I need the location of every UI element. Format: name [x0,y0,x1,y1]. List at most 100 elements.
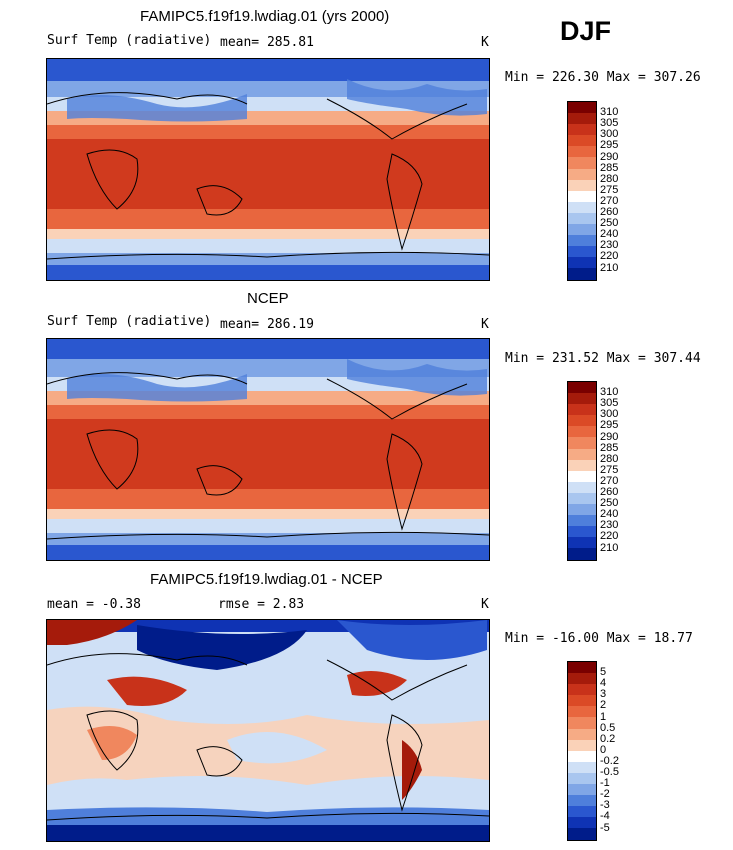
colorbar-segment [568,828,596,840]
colorbar-tick-label: 290 [600,430,619,443]
colorbar-tick-label: 285 [600,161,619,174]
colorbar-segment [568,224,596,236]
colorbar-segment [568,795,596,807]
panel3-minmax: Min = -16.00 Max = 18.77 [505,631,693,646]
panel2-title: NCEP [247,290,289,307]
colorbar-tick-label: 300 [600,128,619,141]
colorbar-segment [568,673,596,685]
colorbar-tick-label: 0.2 [600,732,616,745]
colorbar-segment [568,515,596,527]
colorbar-tick-label: -4 [600,810,610,823]
colorbar-segment [568,179,596,191]
colorbar-tick-label: 230 [600,239,619,252]
colorbar-segment [568,235,596,247]
colorbar-segment [568,404,596,416]
colorbar-segment [568,201,596,213]
colorbar-segment [568,190,596,202]
colorbar-tick-label: 0 [600,743,607,756]
colorbar-tick-label: 290 [600,150,619,163]
colorbar-tick-label: 0.5 [600,721,616,734]
colorbar-tick-label: -0.2 [600,754,619,767]
panel2-units: K [481,317,489,332]
colorbar-tick-label: 300 [600,408,619,421]
colorbar-segment [568,146,596,158]
colorbar-tick-label: 295 [600,419,619,432]
colorbar-tick-label: 210 [600,261,619,274]
panel1-title: FAMIPC5.f19f19.lwdiag.01 (yrs 2000) [140,8,390,25]
panel2-map [46,338,490,561]
colorbar-tick-label: -3 [600,799,610,812]
colorbar-segment [568,548,596,560]
colorbar-segment [568,706,596,718]
colorbar-segment [568,750,596,762]
colorbar-tick-label: 2 [600,699,607,712]
colorbar-tick-label: 280 [600,172,619,185]
colorbar-segment [568,504,596,516]
colorbar-segment [568,695,596,707]
colorbar-segment [568,415,596,427]
panel2-colorbar [567,381,597,561]
colorbar-segment [568,526,596,538]
panel1-colorbar [567,101,597,281]
colorbar-segment [568,437,596,449]
panel3-units: K [481,597,489,612]
colorbar-segment [568,806,596,818]
panel3-map [46,619,490,842]
colorbar-segment [568,246,596,258]
colorbar-segment [568,102,596,114]
colorbar-tick-label: 280 [600,452,619,465]
colorbar-tick-label: 5 [600,666,607,679]
panel1-mean: mean= 285.81 [220,35,314,50]
colorbar-segment [568,459,596,471]
colorbar-tick-label: 220 [600,530,619,543]
colorbar-tick-label: -2 [600,788,610,801]
colorbar-segment [568,481,596,493]
colorbar-tick-label: 270 [600,474,619,487]
colorbar-tick-label: 305 [600,117,619,130]
panel1-map [46,58,490,281]
season-label: DJF [560,16,612,46]
colorbar-segment [568,684,596,696]
colorbar-tick-label: 295 [600,139,619,152]
colorbar-tick-label: -0.5 [600,766,619,778]
colorbar-tick-label: 240 [600,228,619,241]
colorbar-tick-label: 3 [600,688,607,701]
colorbar-tick-label: 1 [600,710,607,723]
colorbar-segment [568,135,596,147]
colorbar-segment [568,728,596,740]
colorbar-segment [568,772,596,785]
panel3-mean: mean = -0.38 [47,597,141,612]
colorbar-tick-label: 310 [600,106,619,119]
colorbar-segment [568,739,596,751]
colorbar-tick-label: 240 [600,508,619,521]
colorbar-segment [568,257,596,269]
colorbar-tick-label: 260 [600,486,619,498]
colorbar-segment [568,492,596,505]
colorbar-segment [568,784,596,796]
panel3-colorbar [567,661,597,841]
colorbar-tick-label: -5 [600,821,610,834]
colorbar-tick-label: 250 [600,497,619,510]
panel3-title: FAMIPC5.f19f19.lwdiag.01 - NCEP [150,571,383,588]
colorbar-segment [568,662,596,674]
colorbar-segment [568,426,596,438]
colorbar-tick-label: 220 [600,250,619,263]
colorbar-tick-label: 275 [600,183,619,196]
colorbar-segment [568,113,596,125]
colorbar-segment [568,393,596,405]
panel2-mean: mean= 286.19 [220,317,314,332]
colorbar-segment [568,448,596,460]
colorbar-segment [568,717,596,729]
colorbar-tick-label: 310 [600,386,619,399]
colorbar-tick-label: 285 [600,441,619,454]
panel2-variable-label: Surf Temp (radiative) [47,314,212,329]
colorbar-tick-label: 4 [600,677,607,690]
colorbar-tick-label: 210 [600,541,619,554]
colorbar-segment [568,537,596,549]
colorbar-tick-label: -1 [600,777,610,790]
colorbar-tick-label: 275 [600,463,619,476]
colorbar-segment [568,382,596,394]
panel1-variable-label: Surf Temp (radiative) [47,33,212,48]
colorbar-segment [568,761,596,773]
colorbar-segment [568,470,596,482]
